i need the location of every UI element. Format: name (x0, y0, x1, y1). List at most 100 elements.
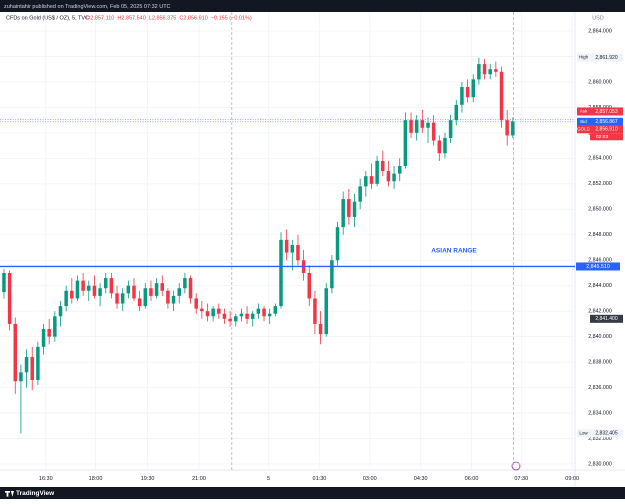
currency: USD (592, 15, 604, 21)
candle-body (143, 288, 148, 307)
candle-body (234, 316, 238, 322)
x-tick-label: 09:00 (565, 476, 579, 482)
candle-body (330, 260, 334, 289)
price-label-bg (590, 53, 623, 62)
price-label-bg (590, 314, 623, 323)
candle-body (81, 280, 85, 291)
y-tick-label: 2,852.000 (588, 181, 612, 187)
candle-body (273, 306, 278, 314)
candle-body (239, 313, 244, 317)
candle-body (369, 176, 374, 184)
annotation: ASIAN RANGE (431, 248, 477, 255)
x-tick-label: 5 (267, 476, 270, 482)
candle-body (200, 308, 204, 312)
price-label: 2,857.053 Ask (577, 107, 623, 116)
ohlc-value: L2,856.375 (149, 15, 177, 21)
countdown: 02:03 (596, 134, 608, 140)
x-tick-label: 21:00 (192, 476, 206, 482)
candle-body (53, 316, 57, 337)
candle-body (511, 121, 515, 136)
ohlc-value: C2,856.910 (179, 15, 207, 21)
candle-body (409, 120, 413, 133)
candle-body (205, 311, 210, 317)
published-text: zuhaintahir published on TradingView.com… (4, 4, 171, 10)
x-tick-label: 07:30 (514, 476, 528, 482)
y-tick-label: 2,830.000 (588, 461, 612, 467)
y-tick-label: 2,848.000 (588, 232, 612, 238)
candle-body (290, 244, 295, 253)
candle-body (103, 278, 108, 289)
candle-body (279, 239, 283, 307)
candle-body (109, 278, 114, 294)
candle-body (47, 329, 51, 337)
y-tick-label: 2,832.000 (588, 436, 612, 442)
candle-body (166, 290, 170, 304)
price-label-name-bg (577, 53, 590, 62)
price-label-text: 2,841.400 (595, 316, 617, 322)
y-tick-label: 2,838.000 (588, 360, 612, 366)
candle-body (488, 69, 492, 75)
candle-body (364, 176, 368, 187)
candle-body (375, 160, 379, 184)
price-label-text: 2,856.867 (595, 119, 617, 125)
candle-body (24, 357, 29, 373)
candle-body (75, 280, 80, 299)
candle-body (126, 285, 131, 294)
countdown-bg (590, 133, 623, 141)
candle-body (381, 160, 385, 172)
candle-body (262, 308, 266, 317)
price-label-text: 2,861.920 (595, 55, 617, 61)
candle-body (313, 298, 317, 324)
price-label-bg (590, 125, 623, 134)
candle-body (307, 272, 312, 299)
x-tick-label: 18:00 (89, 476, 103, 482)
y-tick-label: 2,840.000 (588, 334, 612, 340)
price-label: 2,861.920 High (577, 53, 623, 62)
candle-body (36, 346, 40, 380)
header: CFDs on Gold (US$ / OZ), 5, TVC (6, 15, 89, 21)
candle-body (115, 293, 119, 304)
candle-body (420, 120, 425, 128)
candle-body (392, 173, 396, 182)
candle-body (414, 120, 419, 133)
candle-body (437, 140, 442, 154)
candle-body (98, 288, 102, 296)
candle-body (358, 186, 362, 202)
candle-body (13, 323, 18, 382)
candle-body (284, 239, 289, 253)
candle-body (58, 306, 63, 317)
bottom-bar (0, 487, 625, 499)
event-icon[interactable] (511, 461, 521, 471)
price-label: 2,841.400 (590, 314, 623, 323)
candle-body (352, 201, 357, 217)
y-tick-label: 2,836.000 (588, 385, 612, 391)
candle-body (386, 171, 391, 182)
candle-body (188, 278, 193, 299)
y-tick-label: 2,850.000 (588, 207, 612, 213)
ohlc-value: H2,857.540 (117, 15, 145, 21)
symbol: CFDs on Gold (US$ / OZ), 5, TVC (6, 15, 89, 21)
price-label-name-bg (577, 125, 590, 134)
candle-body (217, 308, 221, 314)
level-label: 2,845.510 (586, 264, 610, 270)
candle-body (70, 290, 74, 299)
candle-body (41, 329, 46, 347)
candle-body (92, 285, 97, 296)
price-label-bg (590, 117, 623, 126)
candle-body (250, 313, 255, 319)
candle-body (494, 69, 498, 72)
level-label-bg (576, 262, 620, 271)
price-label-name: Low (579, 431, 588, 436)
candle-body (183, 278, 187, 289)
candle-body (64, 290, 68, 307)
ohlc-value: O2,857.110 (86, 15, 114, 21)
brand-logo (4, 491, 15, 497)
candle-body (256, 308, 261, 314)
candle-body (454, 104, 459, 121)
y-tick-label: 2,834.000 (588, 410, 612, 416)
candle-body (477, 64, 481, 80)
candle-body (471, 79, 475, 98)
candle-body (228, 318, 232, 322)
price-label: 2,856.910 GOLD (577, 125, 623, 134)
y-tick-label: 2,846.000 (588, 258, 612, 264)
